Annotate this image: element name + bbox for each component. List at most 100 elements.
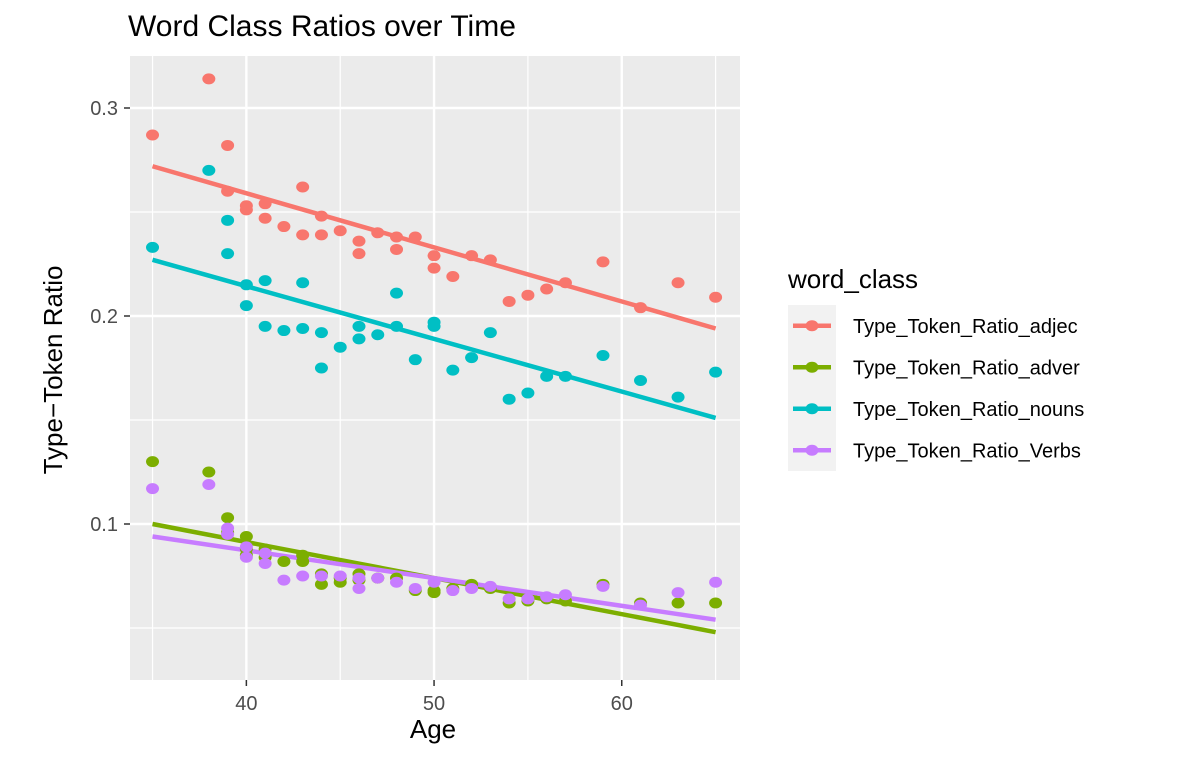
point-type-token-ratio-adjec: [521, 289, 535, 301]
point-type-token-ratio-adjec: [277, 221, 291, 233]
point-type-token-ratio-nouns: [596, 350, 610, 362]
point-type-token-ratio-nouns: [371, 329, 385, 341]
point-type-token-ratio-nouns: [333, 341, 347, 353]
point-type-token-ratio-nouns: [390, 287, 404, 299]
point-type-token-ratio-adjec: [483, 254, 497, 266]
legend-point-type-token-ratio-nouns: [805, 403, 819, 415]
point-type-token-ratio-adjec: [671, 277, 685, 289]
point-type-token-ratio-verbs: [146, 483, 160, 495]
legend-point-type-token-ratio-adver: [805, 361, 819, 373]
point-type-token-ratio-verbs: [221, 528, 235, 540]
point-type-token-ratio-verbs: [352, 572, 366, 584]
point-type-token-ratio-nouns: [390, 320, 404, 332]
y-tick-label: 0.1: [90, 514, 118, 536]
point-type-token-ratio-adjec: [146, 129, 160, 141]
point-type-token-ratio-adjec: [314, 210, 328, 222]
point-type-token-ratio-adjec: [352, 235, 366, 247]
legend: word_class Type_Token_Ratio_adjecType_To…: [787, 264, 1084, 471]
point-type-token-ratio-nouns: [239, 300, 253, 312]
point-type-token-ratio-adver: [146, 456, 160, 468]
point-type-token-ratio-adver: [709, 597, 723, 609]
point-type-token-ratio-adjec: [427, 262, 441, 274]
point-type-token-ratio-nouns: [709, 366, 723, 378]
point-type-token-ratio-adver: [221, 512, 235, 524]
point-type-token-ratio-verbs: [408, 582, 422, 594]
point-type-token-ratio-nouns: [427, 320, 441, 332]
point-type-token-ratio-nouns: [314, 327, 328, 339]
point-type-token-ratio-nouns: [446, 364, 460, 376]
point-type-token-ratio-adjec: [390, 243, 404, 255]
point-type-token-ratio-adjec: [239, 204, 253, 216]
point-type-token-ratio-verbs: [239, 551, 253, 563]
x-axis: 40 50 60: [235, 680, 633, 715]
point-type-token-ratio-nouns: [258, 320, 272, 332]
legend-label-type-token-ratio-verbs: Type_Token_Ratio_Verbs: [853, 440, 1081, 462]
point-type-token-ratio-verbs: [258, 558, 272, 570]
y-axis: 0.1 0.2 0.3: [90, 98, 130, 536]
point-type-token-ratio-verbs: [502, 593, 516, 605]
point-type-token-ratio-adver: [314, 578, 328, 590]
point-type-token-ratio-verbs: [202, 478, 216, 490]
point-type-token-ratio-adjec: [314, 229, 328, 241]
x-tick-label: 60: [611, 693, 633, 715]
point-type-token-ratio-verbs: [296, 570, 310, 582]
point-type-token-ratio-nouns: [277, 325, 291, 337]
point-type-token-ratio-verbs: [352, 582, 366, 594]
x-tick-label: 40: [235, 693, 257, 715]
point-type-token-ratio-nouns: [671, 391, 685, 403]
point-type-token-ratio-verbs: [558, 589, 572, 601]
point-type-token-ratio-adver: [277, 555, 291, 567]
point-type-token-ratio-adjec: [258, 212, 272, 224]
point-type-token-ratio-adjec: [408, 231, 422, 243]
point-type-token-ratio-verbs: [709, 576, 723, 588]
point-type-token-ratio-adjec: [502, 295, 516, 307]
point-type-token-ratio-verbs: [483, 580, 497, 592]
point-type-token-ratio-nouns: [408, 354, 422, 366]
point-type-token-ratio-adver: [202, 466, 216, 478]
legend-title: word_class: [787, 264, 918, 294]
point-type-token-ratio-nouns: [146, 241, 160, 253]
point-type-token-ratio-adjec: [371, 227, 385, 239]
point-type-token-ratio-adjec: [258, 198, 272, 210]
point-type-token-ratio-adjec: [709, 291, 723, 303]
point-type-token-ratio-nouns: [221, 248, 235, 260]
point-type-token-ratio-verbs: [371, 572, 385, 584]
legend-label-type-token-ratio-adjec: Type_Token_Ratio_adjec: [853, 316, 1078, 338]
point-type-token-ratio-adjec: [634, 302, 648, 314]
point-type-token-ratio-adjec: [221, 185, 235, 197]
point-type-token-ratio-nouns: [352, 320, 366, 332]
point-type-token-ratio-nouns: [296, 322, 310, 334]
point-type-token-ratio-nouns: [239, 279, 253, 291]
point-type-token-ratio-verbs: [465, 582, 479, 594]
point-type-token-ratio-verbs: [277, 574, 291, 586]
point-type-token-ratio-adjec: [333, 225, 347, 237]
point-type-token-ratio-nouns: [202, 164, 216, 176]
y-axis-label: Type−Token Ratio: [38, 266, 68, 475]
point-type-token-ratio-verbs: [446, 585, 460, 597]
point-type-token-ratio-nouns: [521, 387, 535, 399]
point-type-token-ratio-nouns: [540, 370, 554, 382]
point-type-token-ratio-verbs: [314, 570, 328, 582]
legend-items: Type_Token_Ratio_adjec Type_Token_Ratio_a…: [793, 316, 1084, 462]
point-type-token-ratio-adjec: [296, 181, 310, 193]
point-type-token-ratio-nouns: [558, 370, 572, 382]
point-type-token-ratio-adjec: [596, 256, 610, 268]
legend-label-type-token-ratio-nouns: Type_Token_Ratio_nouns: [853, 399, 1084, 421]
point-type-token-ratio-nouns: [296, 277, 310, 289]
point-type-token-ratio-nouns: [634, 374, 648, 386]
point-type-token-ratio-adjec: [465, 250, 479, 262]
point-type-token-ratio-verbs: [390, 576, 404, 588]
point-type-token-ratio-nouns: [502, 393, 516, 405]
point-type-token-ratio-nouns: [352, 333, 366, 345]
point-type-token-ratio-adver: [296, 555, 310, 567]
point-type-token-ratio-verbs: [634, 599, 648, 611]
chart-title: Word Class Ratios over Time: [128, 10, 516, 43]
legend-label-type-token-ratio-adver: Type_Token_Ratio_adver: [853, 357, 1080, 379]
point-type-token-ratio-adjec: [390, 231, 404, 243]
point-type-token-ratio-adjec: [446, 270, 460, 282]
point-type-token-ratio-adver: [671, 597, 685, 609]
point-type-token-ratio-adver: [239, 530, 253, 542]
point-type-token-ratio-adjec: [296, 229, 310, 241]
